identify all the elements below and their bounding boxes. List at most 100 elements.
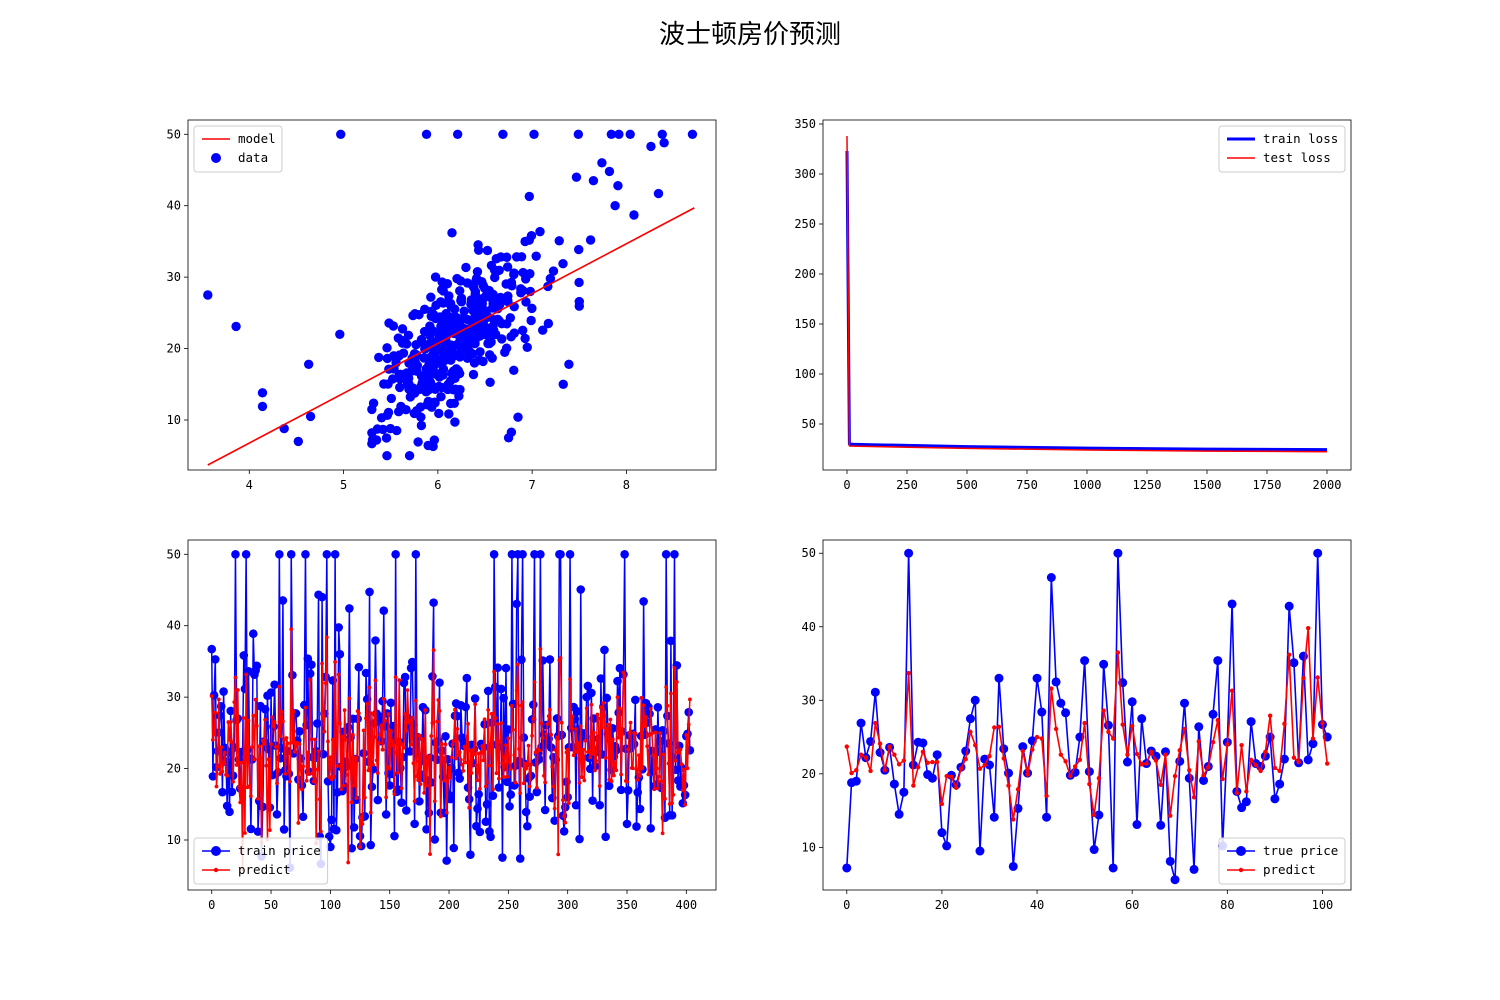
predict-point [263, 717, 268, 722]
predict-point [275, 781, 279, 786]
data-point [416, 420, 427, 431]
y-tick-label: 150 [794, 317, 816, 331]
predict-point [1263, 749, 1268, 754]
predict-point [868, 768, 873, 774]
train-price-point [455, 774, 465, 783]
data-point [485, 377, 495, 388]
train-price-point [661, 549, 671, 559]
train-price-point [532, 787, 542, 797]
predict-point [413, 698, 418, 703]
predict-point [317, 797, 322, 802]
predict-point [510, 704, 514, 708]
legend-marker [213, 867, 219, 873]
predict-point [297, 742, 302, 747]
predict-point [483, 784, 488, 789]
predict-point [304, 778, 309, 783]
predict-point [277, 684, 282, 689]
predict-point [584, 706, 589, 711]
train-price-point [278, 596, 288, 605]
predict-point [549, 732, 553, 737]
data-point [231, 321, 241, 332]
predict-point [270, 715, 275, 720]
predict-point [538, 647, 543, 651]
true-price-point [1308, 739, 1318, 749]
predict-point [682, 767, 686, 772]
train-price-point [441, 731, 450, 741]
data-point [653, 188, 664, 199]
predict-point [243, 831, 247, 835]
predict-point [1220, 776, 1225, 782]
legend-label: predict [238, 862, 291, 877]
data-point [509, 269, 519, 280]
predict-point [443, 742, 448, 747]
predict-point [968, 729, 973, 735]
x-tick-label: 8 [623, 478, 630, 492]
predict-point [447, 765, 451, 770]
predict-point [1006, 783, 1011, 788]
predict-point [215, 764, 220, 769]
predict-point [336, 672, 341, 677]
train-price-point [462, 673, 472, 683]
predict-point [250, 745, 254, 750]
predict-point [552, 806, 557, 811]
train-price-point [322, 549, 332, 559]
train-price-point [361, 668, 371, 678]
predict-point [384, 795, 389, 800]
predict-point [619, 772, 623, 777]
predict-point [1291, 755, 1297, 760]
true-price-point [1042, 812, 1052, 822]
predict-point [324, 635, 329, 640]
predict-point [566, 801, 571, 806]
predict-point [987, 753, 992, 759]
data-point [455, 384, 465, 395]
predict-point [367, 685, 372, 690]
plot-area [203, 129, 698, 466]
train-price-point [475, 827, 485, 837]
predict-point [400, 742, 405, 747]
predict-point [930, 759, 935, 765]
predict-point [655, 786, 660, 791]
data-point [487, 303, 498, 313]
loss-series-line [846, 135, 1328, 453]
train-price-point [313, 719, 322, 728]
predict-point [411, 761, 416, 766]
train-price-point [415, 797, 424, 806]
predict-point [340, 734, 345, 739]
predict-point [1182, 726, 1187, 732]
data-point [506, 332, 516, 342]
true-price-point [1170, 875, 1180, 885]
data-point [469, 358, 480, 368]
predict-point [435, 719, 440, 724]
train-price-point [405, 747, 415, 756]
train-price-point [595, 800, 605, 810]
predict-point [517, 747, 521, 751]
predict-point [1201, 773, 1206, 778]
legend-box [1218, 837, 1346, 885]
train-price-point [601, 832, 610, 842]
predict-point [237, 785, 241, 790]
predict-point [599, 705, 603, 710]
predict-point [477, 786, 482, 791]
predict-point [258, 756, 263, 760]
predict-point [461, 769, 466, 773]
train-price-point [470, 694, 480, 703]
predict-point [479, 750, 483, 755]
predict-point [911, 783, 916, 788]
x-tick-label: 100 [1312, 898, 1334, 912]
predict-point [1248, 757, 1254, 763]
predict-point [320, 661, 324, 666]
predict-point [453, 707, 457, 712]
predict-point [1225, 742, 1230, 747]
predict-point [359, 815, 364, 820]
predict-point [219, 745, 224, 750]
predict-point [339, 787, 343, 792]
legend-label: train price [238, 843, 321, 858]
predict-point [594, 758, 599, 763]
predict-point [246, 718, 251, 723]
predict-point [669, 691, 673, 696]
predict-point [348, 760, 353, 765]
train-price-point [449, 843, 459, 853]
predict-point [341, 783, 346, 788]
predict-point [671, 792, 676, 797]
predict-point [640, 766, 645, 771]
